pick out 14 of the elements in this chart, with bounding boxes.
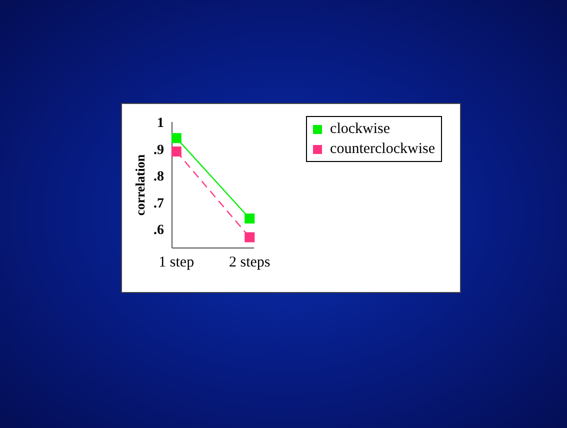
point	[171, 133, 182, 144]
point	[171, 146, 182, 156]
legend-label: counterclockwise	[330, 140, 435, 159]
y-tick-label: .7	[154, 196, 164, 212]
y-tick-label: .6	[154, 223, 164, 238]
y-tick-label: .8	[154, 170, 164, 185]
x-tick-label: 2 steps	[229, 254, 270, 271]
y-tick-label: 1	[157, 116, 164, 131]
legend-label: clockwise	[330, 120, 390, 139]
point	[244, 232, 255, 242]
y-tick-label: .9	[154, 142, 164, 158]
point	[244, 214, 255, 224]
y-axis-title: correlation	[132, 154, 148, 216]
x-tick-label: 1 step	[158, 254, 194, 271]
